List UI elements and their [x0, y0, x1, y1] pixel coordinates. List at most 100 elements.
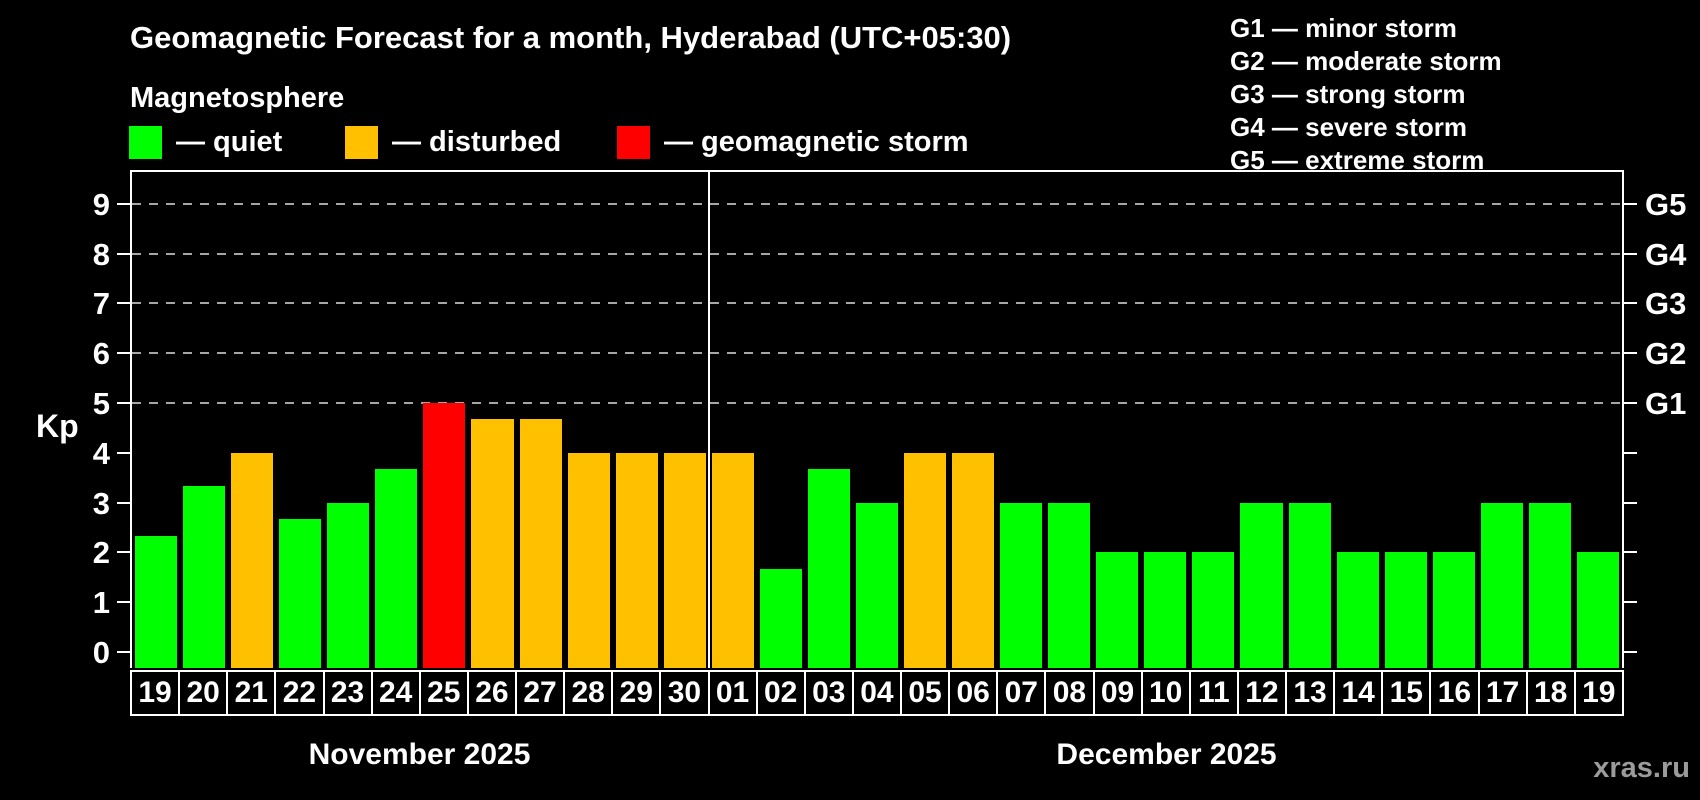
y-tick-label-1: 1	[92, 585, 110, 621]
disturbed-color-swatch	[345, 126, 378, 159]
legend-item-quiet: — quiet	[129, 126, 282, 159]
kp-bar-dec-07	[1000, 502, 1043, 668]
kp-bar-nov-26	[471, 419, 514, 668]
date-cell-nov-22: 22	[276, 672, 325, 714]
month-separator-line	[707, 172, 710, 668]
y-tick-label-7: 7	[92, 286, 110, 322]
date-cell-nov-19: 19	[132, 672, 181, 714]
kp-bar-nov-19	[135, 535, 178, 668]
date-cell-dec-07: 07	[998, 672, 1047, 714]
date-cell-nov-26: 26	[468, 672, 517, 714]
left-tick-kp-8	[117, 252, 130, 255]
left-tick-kp-5	[117, 402, 130, 404]
date-cell-dec-08: 08	[1046, 672, 1095, 714]
y-axis-label-kp: Kp	[36, 408, 79, 444]
date-cell-dec-15: 15	[1383, 672, 1432, 714]
month-label-december: December 2025	[1056, 738, 1277, 771]
left-tick-kp-6	[117, 352, 130, 355]
kp-bar-dec-19	[1576, 552, 1619, 668]
storm-color-swatch	[617, 126, 650, 159]
left-tick-kp-1	[117, 601, 130, 604]
date-cell-nov-24: 24	[372, 672, 421, 714]
kp-bar-dec-11	[1192, 552, 1235, 668]
right-tick-kp-6	[1624, 352, 1637, 355]
y-tick-label-3: 3	[92, 485, 110, 521]
date-cell-dec-19: 19	[1575, 672, 1622, 714]
kp-bar-dec-14	[1336, 552, 1379, 668]
kp-bar-dec-09	[1096, 552, 1139, 668]
kp-bar-dec-04	[855, 502, 899, 668]
legend-label: — disturbed	[392, 126, 562, 158]
date-cell-nov-29: 29	[613, 672, 662, 714]
quiet-color-swatch	[129, 126, 162, 159]
date-cell-dec-14: 14	[1335, 672, 1384, 714]
kp-bar-dec-05	[904, 452, 947, 668]
right-tick-kp-3	[1624, 501, 1637, 504]
y-tick-label-2: 2	[92, 535, 110, 571]
kp-bar-nov-23	[327, 502, 370, 668]
kp-bar-dec-06	[952, 452, 995, 668]
right-tick-kp-8	[1624, 252, 1637, 255]
date-cell-dec-11: 11	[1190, 672, 1239, 714]
page-title: Geomagnetic Forecast for a month, Hydera…	[130, 20, 1012, 55]
date-axis-row: 19 20 21 22 23 24 25 26 27 28 29 30 01 02 03 04 05 06 07 08…	[130, 670, 1624, 716]
g-scale-label-g1: G1	[1645, 386, 1687, 421]
kp-bar-nov-21	[231, 452, 274, 668]
watermark-xras: xras.ru	[1593, 752, 1690, 784]
y-tick-label-6: 6	[92, 336, 110, 372]
kp-bar-dec-03	[807, 469, 850, 668]
date-cell-dec-10: 10	[1142, 672, 1191, 714]
date-cell-nov-27: 27	[517, 672, 566, 714]
g2-legend-line: G2 — moderate storm	[1230, 46, 1502, 76]
date-cell-dec-03: 03	[805, 672, 854, 714]
date-cell-nov-25: 25	[420, 672, 469, 714]
right-tick-kp-4	[1624, 451, 1637, 454]
month-label-november: November 2025	[308, 738, 531, 771]
right-tick-kp-7	[1624, 302, 1637, 305]
kp-bar-nov-22	[279, 519, 322, 668]
subtitle-magnetosphere: Magnetosphere	[130, 82, 345, 114]
gridline-kp-7	[132, 302, 1622, 305]
kp-bar-dec-08	[1048, 502, 1091, 668]
date-cell-dec-18: 18	[1527, 672, 1576, 714]
date-cell-nov-20: 20	[180, 672, 229, 714]
left-tick-kp-7	[117, 302, 130, 305]
date-cell-dec-04: 04	[853, 672, 902, 714]
right-tick-kp-0	[1624, 651, 1637, 653]
legend-item-storm: — geomagnetic storm	[617, 126, 969, 159]
kp-bar-dec-16	[1432, 552, 1475, 668]
legend-label: — quiet	[176, 126, 283, 158]
y-tick-label-0: 0	[92, 635, 110, 670]
date-cell-dec-06: 06	[950, 672, 999, 714]
date-cell-dec-12: 12	[1238, 672, 1287, 714]
legend-item-disturbed: — disturbed	[345, 126, 561, 159]
y-tick-label-8: 8	[92, 236, 110, 272]
kp-bar-nov-25	[423, 403, 466, 668]
y-tick-label-9: 9	[92, 186, 110, 222]
date-cell-dec-02: 02	[757, 672, 806, 714]
g-scale-label-g3: G3	[1645, 286, 1687, 322]
date-cell-dec-09: 09	[1094, 672, 1143, 714]
left-tick-kp-0	[117, 651, 130, 653]
gridline-kp-9	[132, 202, 1622, 205]
y-tick-label-5: 5	[92, 386, 110, 421]
g3-legend-line: G3 — strong storm	[1230, 79, 1466, 109]
kp-bar-dec-01	[711, 452, 754, 668]
kp-bar-dec-15	[1384, 552, 1427, 668]
kp-bar-dec-13	[1288, 502, 1331, 668]
left-tick-kp-3	[117, 501, 130, 504]
g-scale-label-g2: G2	[1645, 336, 1687, 372]
kp-bar-dec-12	[1240, 502, 1283, 668]
gridline-kp-8	[132, 252, 1622, 255]
g4-legend-line: G4 — severe storm	[1230, 112, 1468, 142]
gridline-kp-6	[132, 352, 1622, 355]
date-cell-nov-23: 23	[324, 672, 373, 714]
kp-bar-nov-24	[375, 469, 418, 668]
date-cell-dec-16: 16	[1431, 672, 1480, 714]
date-cell-dec-17: 17	[1479, 672, 1528, 714]
kp-bar-dec-18	[1528, 502, 1571, 668]
kp-bar-dec-17	[1480, 502, 1523, 668]
left-tick-kp-9	[117, 202, 130, 205]
date-cell-nov-28: 28	[565, 672, 614, 714]
